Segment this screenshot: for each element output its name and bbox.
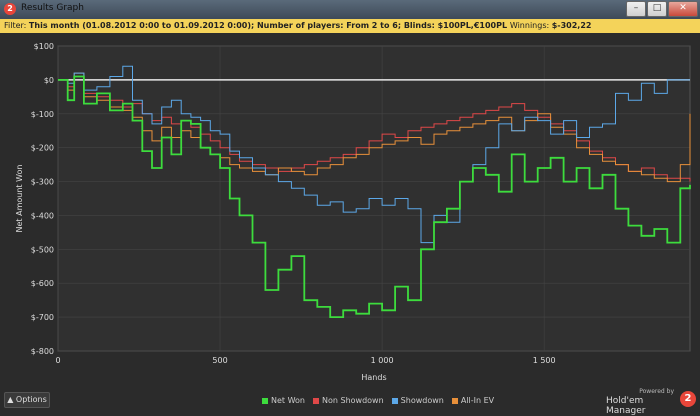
legend-label: Showdown: [400, 396, 444, 405]
winnings-label: Winnings:: [509, 21, 552, 30]
powered-by: Powered by Hold'em Manager 2: [606, 388, 696, 416]
legend-label: Non Showdown: [322, 396, 384, 405]
legend-item[interactable]: Net Won: [262, 396, 305, 405]
legend-label: All-In EV: [460, 396, 495, 405]
y-tick-label: $-300: [31, 178, 54, 187]
filter-prefix: Filter:: [4, 21, 29, 30]
maximize-button[interactable]: □: [647, 1, 667, 17]
options-label: Options: [15, 395, 47, 404]
legend-swatch: [262, 397, 268, 404]
legend-label: Net Won: [271, 396, 305, 405]
y-tick-label: $-700: [31, 313, 54, 322]
x-axis-label: Hands: [361, 373, 386, 382]
legend-item[interactable]: All-In EV: [451, 396, 495, 405]
x-tick-label: 1 000: [371, 356, 394, 365]
y-tick-label: $0: [44, 76, 54, 85]
legend-swatch: [451, 397, 458, 404]
options-icon: ▲: [7, 395, 16, 404]
y-tick-label: $-500: [31, 245, 54, 254]
series-line-all-in-ev: [58, 72, 691, 183]
x-tick-label: 1 500: [533, 356, 556, 365]
y-axis-label: Net Amount Won: [15, 165, 24, 233]
y-tick-label: $-600: [31, 279, 54, 288]
title-bar: 2 Results Graph – □ ✕: [0, 0, 700, 19]
app-logo-icon: 2: [4, 3, 16, 15]
y-tick-label: $-200: [31, 144, 54, 153]
legend-item[interactable]: Non Showdown: [313, 396, 384, 405]
y-tick-label: $100: [34, 42, 54, 51]
y-tick-label: $-100: [31, 110, 54, 119]
window-title: Results Graph: [21, 3, 84, 13]
window-controls: – □ ✕: [626, 1, 698, 17]
options-button[interactable]: ▲ Options: [4, 392, 50, 408]
legend-swatch: [313, 397, 319, 404]
chart-legend: Net Won Non Showdown Showdown All-In EV: [262, 396, 494, 405]
results-chart: $100 $0 $-100 $-200 $-300 $-400 $-500 $-600 $-70…: [15, 42, 691, 382]
legend-swatch: [391, 397, 398, 404]
legend-item[interactable]: Showdown: [391, 396, 444, 405]
footer-bar: ▲ Options Net Won Non Showdown Showdown All…: [0, 388, 700, 416]
series-line-showdown: [58, 65, 690, 244]
powered-by-text: Powered by: [639, 388, 674, 395]
hm-logo-icon: 2: [680, 391, 696, 407]
y-tick-label: $-800: [31, 347, 54, 356]
winnings-value: $-302,22: [551, 21, 592, 30]
x-tick-label: 500: [212, 356, 227, 365]
y-tick-label: $-400: [31, 211, 54, 220]
close-button[interactable]: ✕: [668, 1, 698, 17]
filter-text: This month (01.08.2012 0:00 to 01.09.201…: [28, 21, 510, 30]
minimize-button[interactable]: –: [626, 1, 646, 17]
x-tick-label: 0: [55, 356, 60, 365]
series-line-net-won: [58, 75, 691, 318]
product-name: Hold'em Manager: [606, 396, 646, 416]
filter-bar: Filter: This month (01.08.2012 0:00 to 0…: [0, 19, 700, 33]
